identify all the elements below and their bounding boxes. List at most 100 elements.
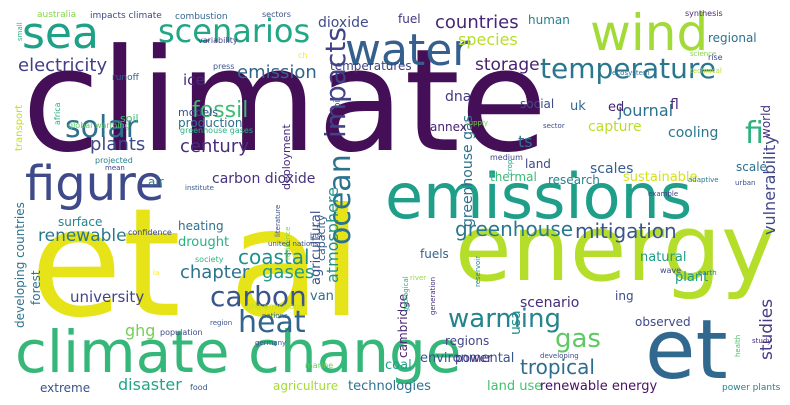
word-geological: geological: [402, 276, 410, 312]
word-capacity: capacity: [315, 214, 328, 261]
word-university: university: [70, 288, 144, 306]
word-scales: scales: [590, 161, 633, 177]
word-ing: ing: [615, 289, 634, 303]
word-reservoir: reservoir: [474, 256, 482, 287]
word-plants: plants: [90, 134, 145, 155]
word-annex: annex: [430, 120, 467, 134]
word-river: river: [410, 274, 426, 282]
word-united-nations: united nations: [268, 240, 319, 248]
word-world: world: [759, 105, 773, 138]
word-emissions: emissions: [385, 160, 692, 233]
word-studies: studies: [757, 299, 777, 360]
word-technical: technical: [690, 67, 722, 75]
word-earth: earth: [698, 269, 717, 277]
word-ecosystem: ecosystem: [612, 69, 650, 77]
word-developing: developing: [540, 352, 579, 360]
word-medium: medium: [490, 153, 523, 162]
word-urban: urban: [735, 179, 755, 187]
word-oil: oil: [333, 97, 343, 108]
word-box: box: [310, 232, 323, 240]
word-agricultural: agricultural: [309, 211, 324, 285]
word-food: food: [190, 383, 208, 392]
word-technologies: technologies: [348, 379, 431, 394]
word-heating: heating: [178, 219, 224, 233]
word-projected: projected: [95, 156, 133, 165]
word-warming: warming: [448, 304, 561, 334]
word-production: production: [178, 116, 242, 130]
word-research: research: [548, 173, 600, 187]
word-ghg: ghg: [125, 321, 155, 340]
word-sector: sector: [543, 122, 565, 130]
word-surface: surface: [58, 215, 102, 229]
word-land: land: [525, 157, 551, 171]
word-variability: variability: [198, 36, 238, 45]
word-ice: ice: [183, 71, 205, 89]
word-carbon-dioxide: carbon dioxide: [212, 171, 315, 187]
word-sustainable: sustainable: [623, 170, 698, 185]
word-cambridge: cambridge: [396, 294, 410, 358]
word-la: la: [153, 269, 159, 277]
word-mean: mean: [105, 164, 125, 172]
word-health: health: [734, 335, 742, 357]
word-regions: regions: [445, 334, 489, 348]
word-power: power: [455, 351, 492, 365]
word-agriculture: agriculture: [273, 379, 338, 393]
word-impacts: impacts: [319, 27, 352, 138]
word-ocean: ocean: [323, 154, 358, 245]
word-confidence: confidence: [128, 228, 172, 237]
word-study: study: [752, 337, 771, 345]
word-climate-change: climate change: [15, 318, 461, 386]
word-coal: coal: [385, 358, 412, 373]
word-small: small: [16, 22, 24, 41]
word-heat: heat: [238, 305, 306, 340]
word-temperature: temperature: [540, 52, 716, 85]
word-australia: australia: [37, 10, 76, 20]
word-region: region: [210, 319, 232, 327]
word-global-warming: global warming: [68, 121, 130, 130]
word-ts: ts: [518, 132, 533, 151]
word-fl: fl: [670, 97, 679, 113]
word-thermal: thermal: [490, 170, 537, 184]
word-fuel: fuel: [398, 12, 421, 26]
word-combustion: combustion: [175, 12, 228, 22]
word-disaster: disaster: [118, 375, 182, 394]
word-et-al: et al: [30, 177, 362, 351]
word-gas: gas: [555, 324, 601, 354]
word-chapter: chapter: [180, 262, 250, 283]
word-capture: capture: [588, 119, 642, 135]
word-social: social: [520, 97, 554, 111]
word-synthesis: synthesis: [685, 9, 723, 18]
word-mitigation: mitigation: [575, 219, 677, 243]
word-storage: storage: [475, 55, 540, 75]
word-africa: africa: [53, 102, 62, 125]
word-energy: energy: [455, 195, 776, 302]
word-forest: forest: [29, 270, 43, 305]
word-power-plants: power plants: [722, 383, 781, 393]
word-generation: generation: [429, 277, 437, 315]
word-transport: transport: [14, 105, 25, 151]
word-gases: gases: [262, 262, 314, 283]
word-uk: uk: [570, 99, 586, 114]
word-society: society: [195, 255, 224, 264]
word-literature: literature: [274, 205, 282, 237]
word-fi: fi: [745, 116, 764, 151]
word-nations: nations: [262, 312, 288, 320]
word-fossil: fossil: [192, 98, 248, 123]
word-marine: marine: [305, 361, 333, 370]
word-ch: ch: [298, 51, 307, 60]
word-deployment: deployment: [280, 124, 293, 190]
word-atmosphere: atmosphere: [323, 187, 342, 283]
word-cooling: cooling: [668, 125, 718, 141]
word-runoff: runoff: [112, 73, 140, 83]
word-temperatures: temperatures: [330, 59, 412, 73]
word-soil: soil: [120, 112, 139, 125]
word-greenhouse: greenhouse: [455, 217, 573, 241]
word-example: example: [648, 190, 678, 198]
word-observed: observed: [635, 315, 691, 329]
word-resilience: resilience: [284, 227, 292, 260]
word-scenarios: scenarios: [158, 12, 310, 50]
word-ed: ed: [608, 100, 624, 115]
word-crop: crop: [506, 159, 514, 175]
word-dioxide: dioxide: [318, 15, 369, 31]
